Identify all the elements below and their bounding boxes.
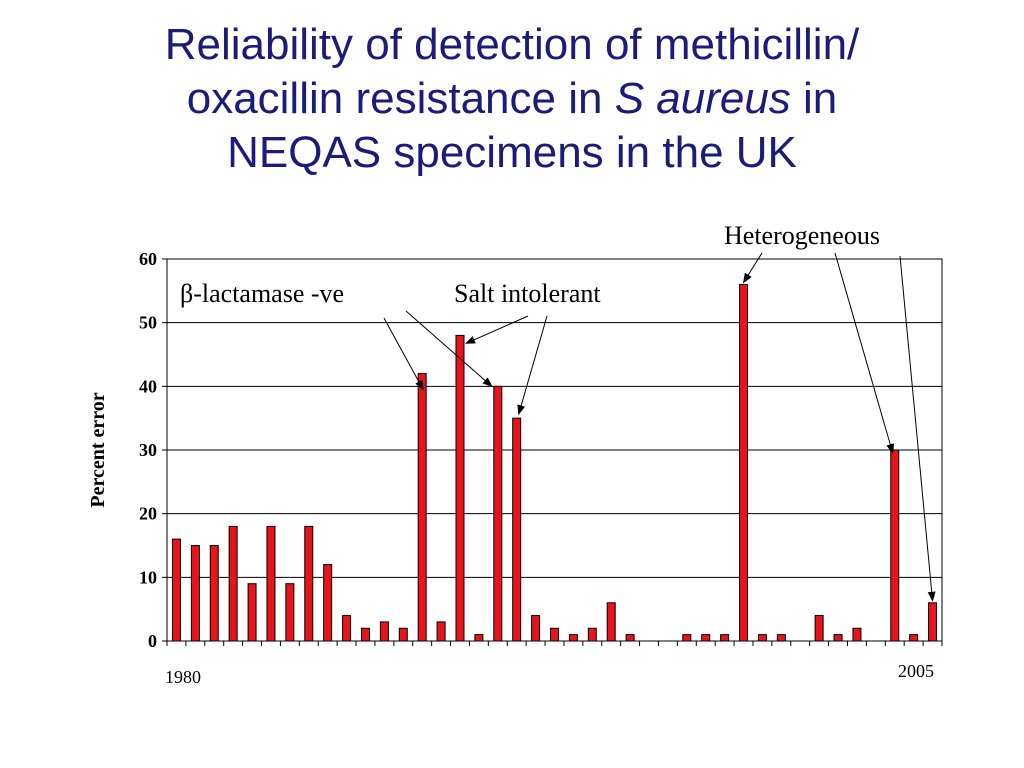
bar: [852, 627, 862, 642]
bar: [890, 449, 900, 642]
y-tick-label: 50: [139, 313, 157, 333]
bar: [757, 634, 767, 642]
bar: [550, 627, 559, 642]
bar: [304, 525, 314, 642]
y-tick-labels: 0 10 20 30 40 50 60: [139, 249, 157, 651]
bar: [171, 538, 181, 642]
bar: [417, 373, 427, 642]
bar: [531, 615, 541, 642]
bar: [247, 583, 257, 642]
title-line-2-pre: oxacillin resistance in: [186, 74, 615, 123]
title-line-2-post: in: [790, 74, 838, 123]
bar: [455, 334, 465, 642]
bar: [909, 634, 919, 642]
bar: [436, 621, 446, 642]
annotation-arrow: [465, 315, 529, 344]
bar: [379, 621, 389, 642]
bars: [171, 283, 938, 642]
bar: [360, 627, 370, 642]
bar: [342, 615, 352, 642]
annotation-arrow: [899, 255, 936, 602]
bar: [398, 627, 408, 642]
bar: [739, 283, 749, 642]
bar: [474, 634, 484, 642]
title-line-3: NEQAS specimens in the UK: [227, 128, 797, 177]
title-line-1: Reliability of detection of methicillin/: [164, 20, 860, 69]
slide-title: Reliability of detection of methicillin/…: [40, 18, 984, 180]
y-axis-label: Percent error: [87, 392, 109, 507]
bar: [720, 634, 730, 642]
bar: [682, 634, 692, 642]
annotation-beta-lactamase-negative: β-lactamase -ve: [180, 279, 344, 308]
bar: [228, 525, 238, 642]
x-first-year-label: 1980: [165, 667, 201, 687]
bar: [190, 545, 200, 642]
bar: [512, 417, 522, 642]
bar: [625, 634, 635, 642]
bar: [606, 602, 616, 642]
gridlines: [162, 258, 943, 646]
annotations: β-lactamase -ve Salt intolerant Heteroge…: [180, 221, 880, 308]
annotation-arrows: [383, 252, 936, 602]
bar: [776, 634, 786, 642]
title-line-2: oxacillin resistance in S aureus in: [40, 72, 984, 126]
y-tick-label: 20: [139, 504, 157, 524]
bar: [493, 385, 503, 642]
plot-area-frame: [166, 258, 943, 642]
axes: [166, 258, 943, 642]
annotation-heterogeneous: Heterogeneous: [724, 221, 880, 250]
annotation-arrow: [517, 315, 548, 416]
title-organism: S aureus: [614, 74, 791, 123]
bar: [266, 525, 276, 642]
annotation-arrow: [405, 310, 493, 387]
x-last-year-label: 2005: [898, 661, 934, 681]
bar: [568, 634, 578, 642]
bar: [587, 627, 597, 642]
annotation-arrow: [834, 252, 895, 454]
bar: [833, 634, 843, 642]
annotation-arrow: [383, 317, 424, 391]
y-tick-label: 10: [139, 567, 157, 587]
y-tick-label: 0: [148, 631, 157, 651]
bar: [323, 564, 333, 642]
bar: [814, 615, 824, 642]
y-tick-label: 30: [139, 440, 157, 460]
bar: [928, 602, 938, 642]
y-tick-label: 40: [139, 376, 157, 396]
y-tick-label: 60: [139, 249, 157, 269]
annotation-salt-intolerant: Salt intolerant: [454, 279, 601, 308]
bar: [285, 583, 295, 642]
bar: [701, 634, 711, 642]
bar: [209, 545, 219, 642]
annotation-arrow: [742, 252, 763, 284]
